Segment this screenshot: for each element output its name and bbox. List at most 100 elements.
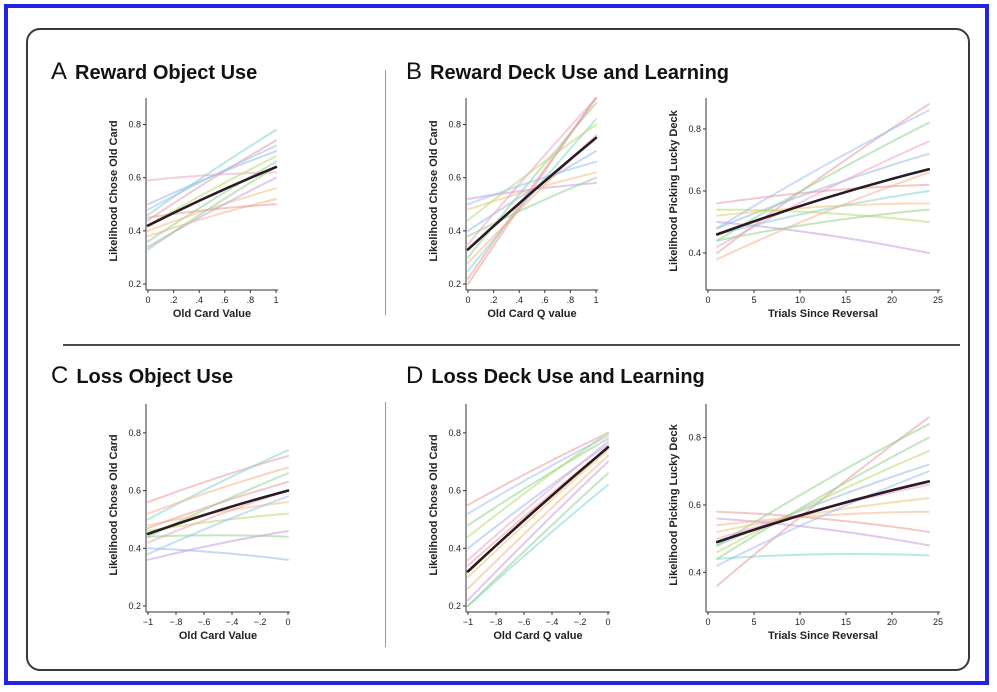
x-tick-label: 15 [841, 617, 851, 627]
subject-line [716, 183, 930, 205]
x-tick-label: 1 [593, 295, 598, 305]
subject-line [716, 463, 930, 547]
y-tick-label: 0.6 [128, 173, 141, 183]
y-axis-title: Likelihood Chose Old Card [428, 434, 440, 575]
chart-b-right: 0.4 0.6 0.8 0 5 10 15 20 25 Trials Since Reversal… [668, 98, 943, 320]
subject-line [716, 152, 930, 230]
x-tick-label: .6 [221, 295, 229, 305]
y-axis-title: Likelihood Chose Old Card [428, 120, 440, 261]
x-tick-label: 10 [795, 617, 805, 627]
y-tick-label: 0.6 [448, 173, 461, 183]
subject-line [147, 529, 289, 561]
chart-d-left: 0.2 0.4 0.6 0.8 −1 −.8 −.6 −.4 −.2 0 Old Card Q va… [428, 404, 611, 642]
y-tick-label: 0.2 [448, 279, 461, 289]
x-tick-label: 15 [841, 295, 851, 305]
x-tick-label: −.4 [546, 617, 559, 627]
x-tick-label: .4 [515, 295, 523, 305]
subject-line [467, 437, 609, 527]
subject-line [716, 552, 930, 560]
subject-line [716, 470, 930, 567]
subject-line [147, 203, 277, 219]
mean-line [146, 165, 278, 227]
y-tick-label: 0.8 [128, 428, 141, 438]
x-tick-label: .8 [567, 295, 575, 305]
y-axis-title: Likelihood Picking Lucky Deck [668, 109, 680, 271]
subject-line [716, 497, 930, 533]
y-tick-label: 0.2 [448, 601, 461, 611]
y-axis-title: Likelihood Chose Old Card [108, 120, 120, 261]
x-tick-label: .4 [195, 295, 203, 305]
x-axis-title: Old Card Value [173, 308, 251, 320]
panel-title-text: Reward Deck Use and Learning [430, 62, 729, 84]
x-tick-label: 20 [887, 617, 897, 627]
subject-line [147, 166, 277, 251]
subject-line [147, 197, 277, 238]
chart-d-right: 0.4 0.6 0.8 0 5 10 15 20 25 Trials Since Reversal… [668, 404, 943, 642]
subject-line [147, 144, 277, 211]
subject-line [716, 450, 930, 554]
panel-title-a: A Reward Object Use [51, 58, 257, 86]
subject-line [467, 176, 597, 238]
y-tick-label: 0.4 [688, 248, 701, 258]
panel-letter: B [406, 58, 423, 85]
mean-line [715, 480, 931, 544]
x-axis-title: Trials Since Reversal [768, 308, 878, 320]
y-tick-label: 0.2 [128, 279, 141, 289]
subject-line [467, 454, 609, 590]
x-tick-label: −.6 [518, 617, 531, 627]
panel-letter: A [51, 58, 68, 85]
chart-c: 0.2 0.4 0.6 0.8 −1 −.8 −.6 −.4 −.2 0 Old Card Valu… [108, 404, 291, 642]
y-tick-label: 0.4 [448, 226, 461, 236]
x-tick-label: 0 [705, 295, 710, 305]
x-tick-label: .2 [170, 295, 178, 305]
x-tick-label: .2 [490, 295, 498, 305]
x-tick-label: 0 [285, 617, 290, 627]
x-axis-title: Old Card Q value [493, 630, 582, 642]
mean-line [466, 136, 598, 251]
subject-line [467, 483, 609, 607]
x-tick-label: −.6 [198, 617, 211, 627]
subject-line [467, 443, 609, 550]
y-tick-label: 0.8 [448, 428, 461, 438]
subject-line [716, 436, 930, 560]
subject-line [467, 434, 609, 515]
y-tick-label: 0.6 [688, 186, 701, 196]
y-axis-title: Likelihood Picking Lucky Deck [668, 423, 680, 585]
subject-line [147, 495, 289, 556]
panel-title-b: B Reward Deck Use and Learning [406, 58, 729, 86]
x-tick-label: 10 [795, 295, 805, 305]
y-tick-label: 0.4 [128, 543, 141, 553]
panel-letter: D [406, 362, 424, 389]
subject-line [147, 187, 277, 232]
panel-title-d: D Loss Deck Use and Learning [406, 362, 705, 390]
x-tick-label: 25 [933, 295, 943, 305]
x-tick-label: −1 [143, 617, 153, 627]
subject-line [467, 440, 609, 561]
mean-line [146, 489, 290, 536]
x-tick-label: 0 [145, 295, 150, 305]
subject-line [467, 472, 609, 607]
subject-line [147, 449, 289, 521]
vertical-divider-bottom [385, 402, 386, 647]
y-tick-label: 0.2 [128, 601, 141, 611]
subject-line [467, 123, 597, 222]
mean-line [715, 168, 931, 236]
subject-line [147, 128, 277, 216]
y-tick-label: 0.8 [448, 120, 461, 130]
x-tick-label: −.2 [574, 617, 587, 627]
x-axis-title: Trials Since Reversal [768, 630, 878, 642]
subject-line [467, 449, 609, 579]
x-tick-label: 5 [751, 617, 756, 627]
subject-line [716, 140, 930, 248]
panel-letter: C [51, 362, 69, 389]
x-tick-label: 20 [887, 295, 897, 305]
subject-line [716, 517, 930, 547]
x-tick-label: −.8 [490, 617, 503, 627]
subject-line [467, 431, 609, 506]
y-tick-label: 0.6 [688, 500, 701, 510]
y-tick-label: 0.8 [688, 433, 701, 443]
subject-line [716, 423, 930, 547]
panel-title-text: Loss Deck Use and Learning [431, 366, 705, 388]
y-tick-label: 0.4 [128, 226, 141, 236]
